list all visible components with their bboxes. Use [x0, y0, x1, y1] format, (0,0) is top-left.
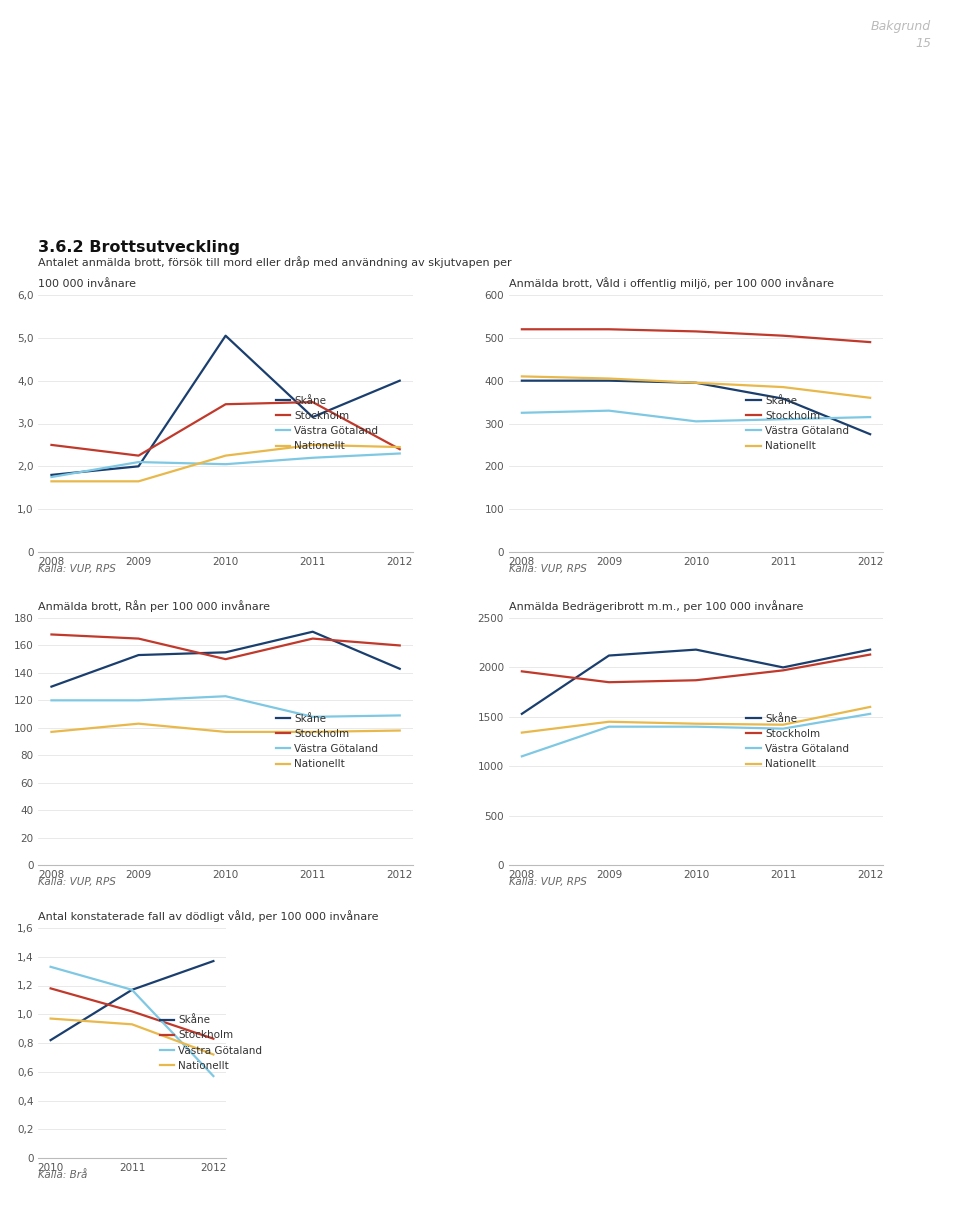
Legend: Skåne, Stockholm, Västra Götaland, Nationellt: Skåne, Stockholm, Västra Götaland, Natio… — [746, 395, 849, 451]
Text: Antal konstaterade fall av dödligt våld, per 100 000 invånare: Antal konstaterade fall av dödligt våld,… — [38, 910, 379, 922]
Text: Källa: VUP, RPS: Källa: VUP, RPS — [509, 564, 587, 574]
Text: Källa: VUP, RPS: Källa: VUP, RPS — [509, 877, 587, 887]
Text: Anmälda Bedrägeribrott m.m., per 100 000 invånare: Anmälda Bedrägeribrott m.m., per 100 000… — [509, 600, 804, 612]
Text: Antalet anmälda brott, försök till mord eller dråp med användning av skjutvapen : Antalet anmälda brott, försök till mord … — [38, 256, 512, 267]
Text: Anmälda brott, Rån per 100 000 invånare: Anmälda brott, Rån per 100 000 invånare — [38, 600, 271, 612]
Legend: Skåne, Stockholm, Västra Götaland, Nationellt: Skåne, Stockholm, Västra Götaland, Natio… — [159, 1015, 262, 1071]
Text: 3.6.2 Brottsutveckling: 3.6.2 Brottsutveckling — [38, 240, 240, 255]
Text: Anmälda brott, Våld i offentlig miljö, per 100 000 invånare: Anmälda brott, Våld i offentlig miljö, p… — [509, 277, 834, 288]
Text: 15: 15 — [915, 37, 931, 51]
Text: Källa: VUP, RPS: Källa: VUP, RPS — [38, 564, 116, 574]
Legend: Skåne, Stockholm, Västra Götaland, Nationellt: Skåne, Stockholm, Västra Götaland, Natio… — [276, 395, 378, 451]
Text: Bakgrund: Bakgrund — [871, 20, 931, 33]
Text: Källa: Brå: Källa: Brå — [38, 1170, 87, 1180]
Text: 100 000 invånare: 100 000 invånare — [38, 278, 136, 288]
Legend: Skåne, Stockholm, Västra Götaland, Nationellt: Skåne, Stockholm, Västra Götaland, Natio… — [746, 713, 849, 769]
Legend: Skåne, Stockholm, Västra Götaland, Nationellt: Skåne, Stockholm, Västra Götaland, Natio… — [276, 713, 378, 769]
Text: Källa: VUP, RPS: Källa: VUP, RPS — [38, 877, 116, 887]
